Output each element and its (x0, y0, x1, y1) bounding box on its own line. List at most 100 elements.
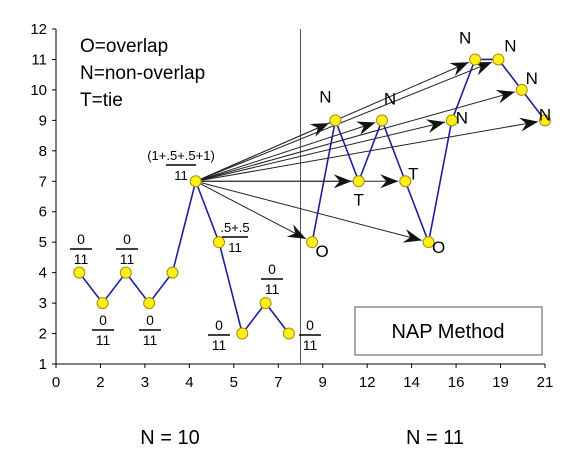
x-tick-label: 14 (403, 374, 420, 391)
y-tick-label: 10 (30, 82, 47, 99)
point-label: T (354, 190, 364, 209)
fraction-label: 011 (70, 231, 92, 267)
arrow-head (449, 62, 469, 76)
fraction-denominator: 11 (96, 332, 111, 348)
comparison-arrow (195, 121, 539, 182)
y-tick-label: 7 (39, 173, 47, 190)
arrow-head (425, 119, 446, 133)
point-label: N (504, 36, 516, 55)
y-tick-label: 3 (39, 295, 47, 312)
data-point (515, 83, 528, 96)
y-tick-label: 4 (39, 265, 47, 282)
fraction-numerator: 0 (306, 317, 314, 333)
fraction-label: 011 (116, 231, 138, 267)
fraction-denominator: 11 (120, 251, 135, 267)
fraction-denominator: 11 (212, 337, 227, 353)
y-tick-label: 5 (39, 234, 47, 251)
data-point (399, 175, 412, 188)
fraction-numerator: 0 (268, 261, 276, 277)
fraction-label: 011 (139, 312, 161, 348)
x-tick-label: 5 (230, 374, 238, 391)
x-tick-label: 7 (274, 374, 282, 391)
arrow-head (519, 117, 539, 132)
arrow-head (309, 123, 330, 137)
data-point (166, 266, 179, 279)
x-tick-label: 4 (185, 374, 193, 391)
x-tick-label: 12 (359, 374, 376, 391)
fraction-label: 011 (261, 261, 283, 297)
fraction-denominator: 11 (74, 251, 89, 267)
method-label: NAP Method (391, 321, 504, 343)
point-label: N (384, 89, 396, 108)
data-point (189, 175, 202, 188)
fraction-numerator: (1+.5+.5+1) (147, 148, 215, 163)
x-tick-label: 3 (141, 374, 149, 391)
data-point (352, 175, 365, 188)
point-label: N (526, 69, 538, 88)
data-point (143, 297, 156, 310)
fraction-denominator: 11 (228, 240, 242, 255)
arrow-head (402, 229, 422, 243)
comparison-arrow (195, 61, 493, 182)
legend: O=overlap N=non-overlap T=tie (80, 36, 205, 111)
arrow-head (472, 62, 492, 76)
arrow-head (495, 89, 515, 104)
y-tick-label: 6 (39, 204, 47, 221)
point-label: N (459, 28, 471, 47)
phase-a-label: N = 10 (140, 427, 199, 449)
fraction-denominator: 11 (143, 332, 158, 348)
fraction-label: .5+.5 11 (220, 220, 249, 255)
y-tick-label: 8 (39, 143, 47, 160)
comparison-arrow (195, 121, 446, 182)
data-point (73, 266, 86, 279)
x-tick-label: 2 (96, 374, 104, 391)
legend-item: N=non-overlap (80, 63, 205, 84)
x-tick-label: 19 (492, 374, 509, 391)
data-point (96, 297, 109, 310)
fraction-numerator: 0 (146, 312, 154, 328)
point-label: T (408, 164, 418, 183)
comparison-arrow (195, 122, 376, 182)
fraction-numerator: 0 (123, 231, 131, 247)
y-tick-label: 12 (30, 21, 47, 38)
data-point (469, 53, 482, 66)
data-point (329, 114, 342, 127)
data-point (306, 236, 319, 249)
data-point (492, 53, 505, 66)
x-tick-label: 21 (537, 374, 554, 391)
x-tick-label: 16 (448, 374, 465, 391)
data-point (376, 114, 388, 127)
fraction-numerator: 0 (99, 312, 107, 328)
comparison-arrow (195, 180, 422, 241)
arrow-head (380, 174, 399, 189)
y-tick-label: 11 (31, 51, 47, 68)
fraction-label: 011 (208, 317, 230, 353)
phase-line-b (311, 58, 546, 246)
fraction-denominator: 11 (174, 168, 188, 183)
comparison-arrows (195, 61, 539, 243)
point-label: N (539, 105, 551, 124)
comparison-arrow (195, 180, 307, 240)
fraction-numerator: 0 (77, 231, 85, 247)
data-point (539, 114, 551, 127)
data-point (259, 297, 272, 310)
point-label: O (316, 242, 329, 261)
fraction-denominator: 11 (303, 337, 318, 353)
data-point (119, 266, 132, 279)
fraction-denominator: 11 (265, 281, 280, 297)
arrow-head (356, 121, 376, 135)
data-point (213, 236, 225, 249)
x-tick-label: 0 (52, 374, 60, 391)
comparison-arrow (195, 91, 516, 182)
x-tick-label: 9 (319, 374, 327, 391)
fraction-labels: 011011011011(1+.5+.5+1)11.5+.51101101101… (70, 148, 321, 353)
point-label: O (432, 238, 445, 257)
data-point (282, 327, 295, 340)
legend-item: T=tie (80, 90, 123, 111)
data-point (236, 327, 249, 340)
phase-b-label: N = 11 (406, 427, 464, 449)
fraction-label: (1+.5+.5+1) 11 (147, 148, 215, 183)
point-label: N (319, 87, 331, 106)
